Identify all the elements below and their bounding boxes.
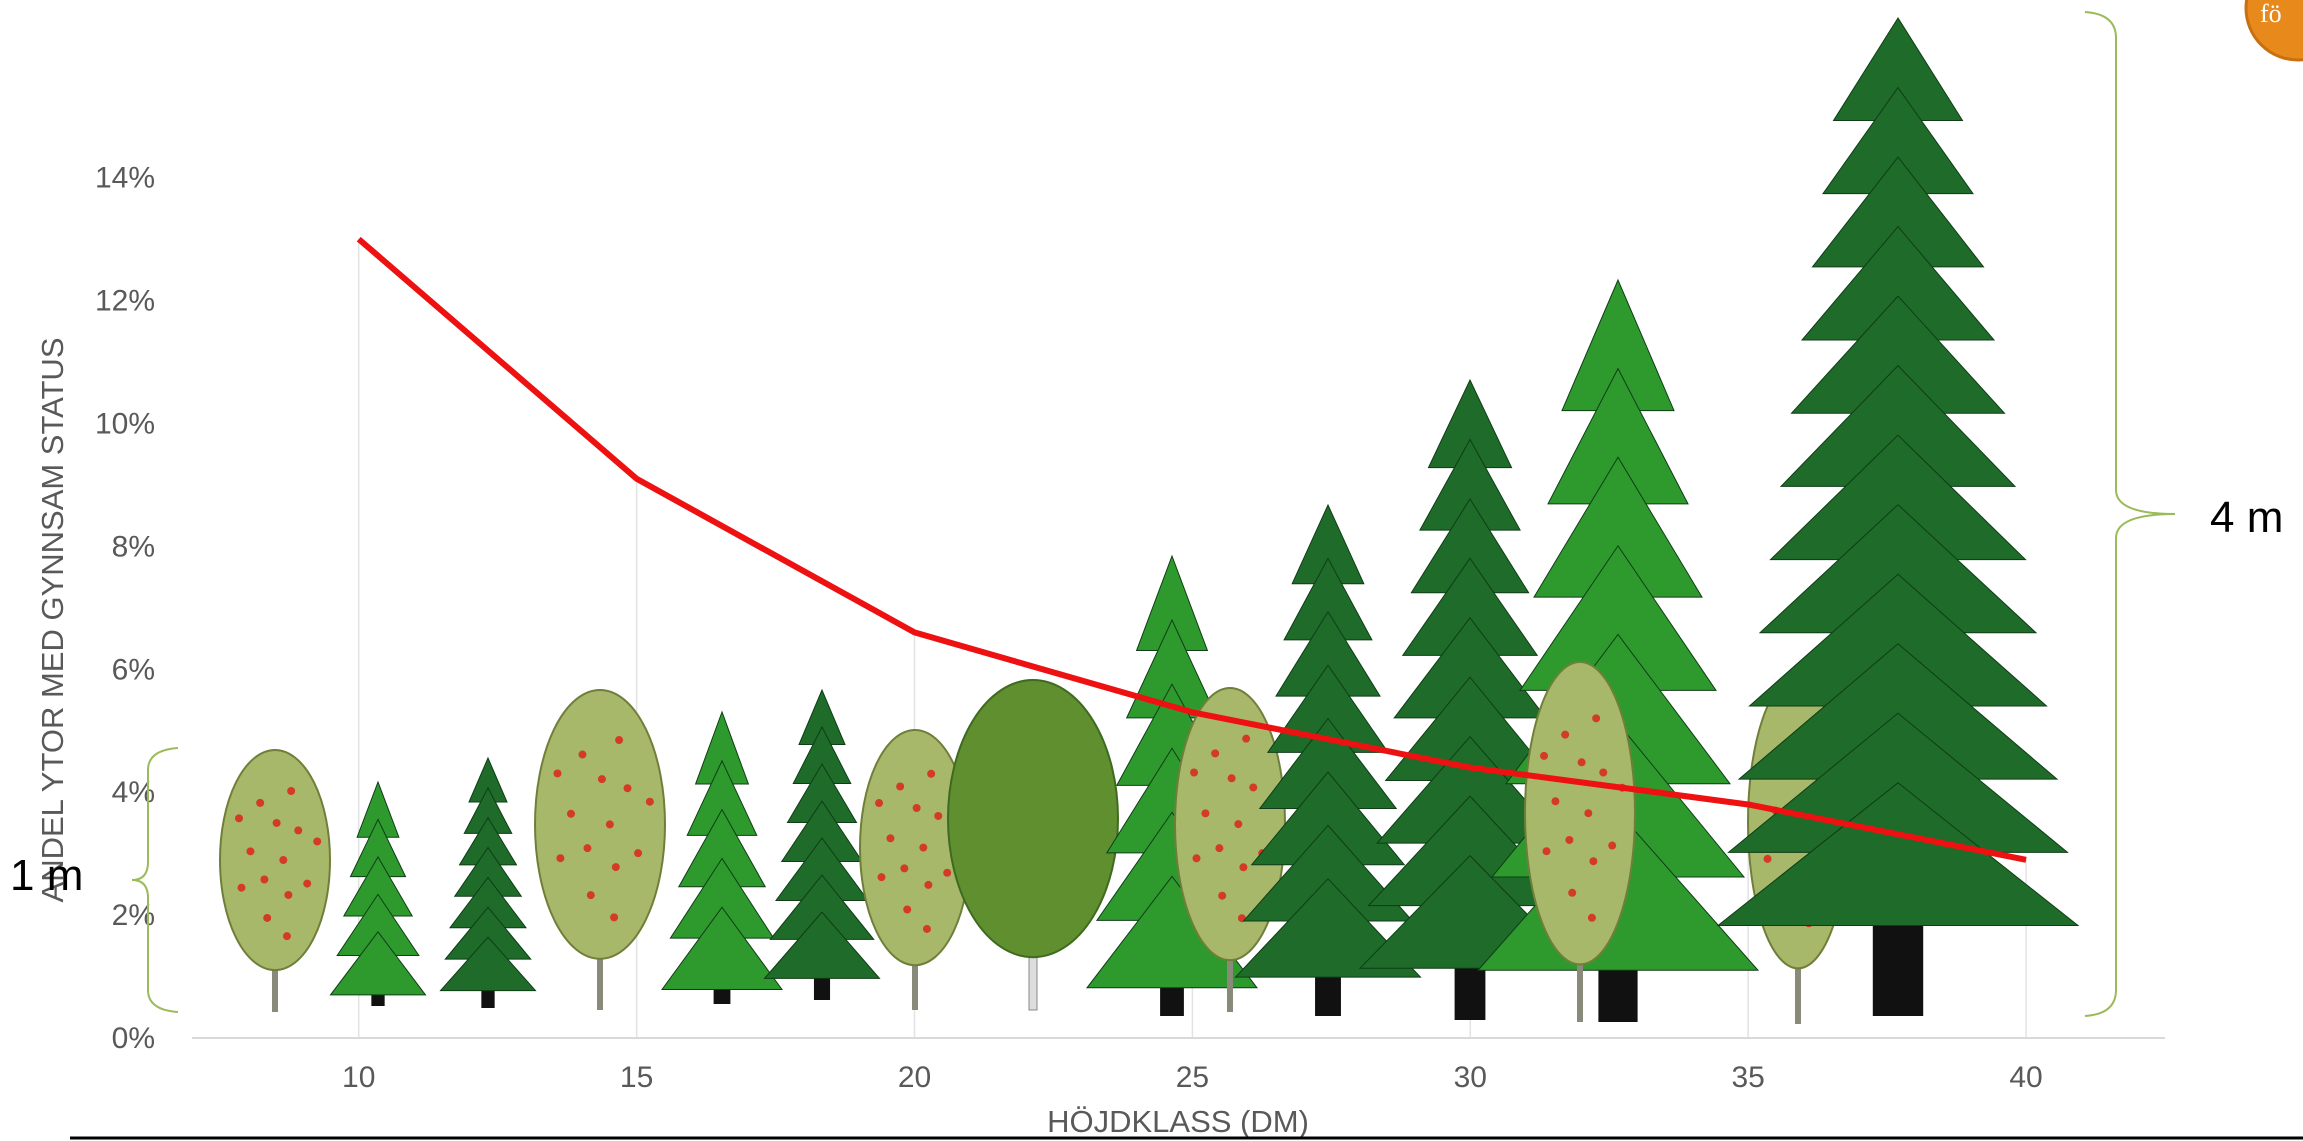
x-axis-title: HÖJDKLASS (DM) — [1047, 1104, 1309, 1139]
conifer-tree-icon — [661, 710, 783, 1004]
y-tick-label: 6% — [112, 653, 155, 686]
rowan-tree-icon — [1174, 687, 1286, 1012]
x-tick-label: 25 — [1176, 1061, 1209, 1094]
x-tick-label: 35 — [1731, 1061, 1764, 1094]
svg-text:fö: fö — [2260, 0, 2282, 28]
tree-illustrations — [219, 17, 2080, 1024]
rowan-tree-icon — [859, 729, 971, 1010]
y-tick-label: 8% — [112, 530, 155, 563]
rowan-tree-icon — [1524, 661, 1636, 1022]
series-line — [356, 236, 2027, 863]
large-height-label: 4 m — [2210, 493, 2283, 542]
small-height-label: 1 m — [10, 851, 83, 900]
rowan-tree-icon — [534, 689, 666, 1010]
y-tick-label: 0% — [112, 1022, 155, 1055]
x-tick-label: 15 — [620, 1061, 653, 1094]
conifer-tree-icon — [763, 688, 881, 1000]
conifer-tree-icon — [329, 780, 427, 1006]
x-tick-label: 30 — [1454, 1061, 1487, 1094]
y-tick-label: 12% — [95, 285, 155, 318]
y-tick-labels: 0%2%4%6%8%10%12%14% — [95, 162, 155, 1055]
conifer-tree-icon — [1716, 17, 2080, 1016]
x-tick-label: 20 — [898, 1061, 931, 1094]
y-tick-label: 14% — [95, 162, 155, 195]
x-tick-label: 40 — [2009, 1061, 2042, 1094]
y-tick-label: 10% — [95, 407, 155, 440]
rowan-tree-icon — [219, 749, 331, 1012]
x-tick-label: 10 — [342, 1061, 375, 1094]
small-height-brace — [131, 747, 179, 1013]
x-tick-labels: 10 15 20 25 30 35 40 — [342, 1061, 2043, 1094]
logo-badge-icon: fö — [2244, 0, 2303, 62]
conifer-tree-icon — [439, 756, 537, 1008]
large-height-brace — [2084, 11, 2176, 1017]
y-axis-title: ANDEL YTOR MED GYNNSAM STATUS — [35, 338, 70, 903]
series-line-path — [356, 236, 2027, 863]
birch-tree-icon — [947, 679, 1119, 1011]
